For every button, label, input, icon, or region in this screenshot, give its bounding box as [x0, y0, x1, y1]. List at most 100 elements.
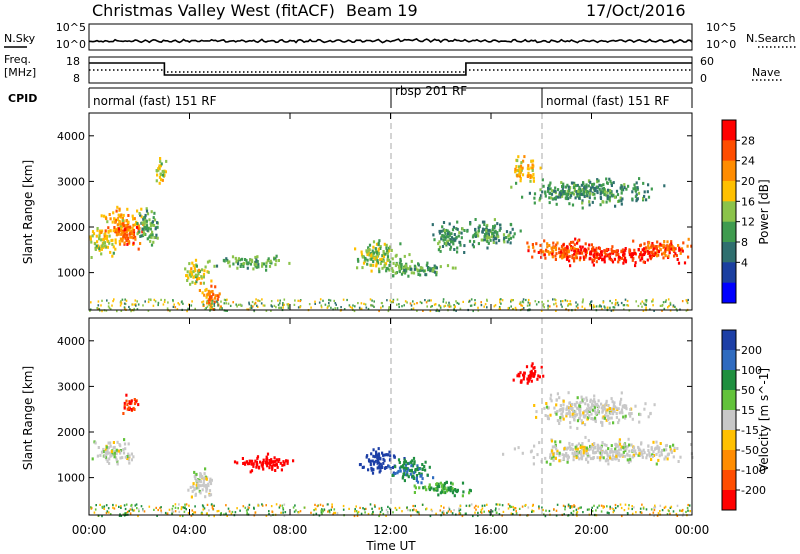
scatter-cell [592, 263, 595, 267]
scatter-cell [421, 477, 424, 481]
scatter-cell [562, 403, 565, 407]
near-range-cell [531, 504, 534, 507]
scatter-cell [554, 440, 557, 444]
scatter-cell [398, 261, 401, 265]
scatter-cell [559, 195, 562, 199]
near-range-cell [590, 300, 593, 303]
near-range-cell [191, 300, 193, 303]
scatter-cell [397, 458, 401, 462]
near-range-cell [545, 509, 547, 512]
scatter-cell [210, 478, 213, 482]
scatter-cell [548, 201, 551, 205]
near-range-cell [600, 305, 602, 308]
scatter-cell [189, 485, 192, 489]
scatter-cell [620, 249, 623, 253]
near-range-cell [453, 307, 455, 310]
scatter-cell [567, 391, 570, 395]
scatter-cell [583, 195, 586, 198]
scatter-cell [502, 452, 505, 456]
near-range-cell [483, 510, 485, 513]
near-range-cell [328, 511, 331, 514]
scatter-cell [105, 453, 108, 457]
scatter-cell [107, 446, 110, 450]
near-range-cell [273, 304, 276, 307]
scatter-cell [132, 455, 135, 459]
near-range-cell [430, 299, 432, 302]
scatter-cell [536, 377, 539, 381]
near-range-cell [162, 303, 165, 306]
scatter-cell [441, 245, 445, 248]
scatter-cell [128, 454, 131, 458]
near-range-cell [382, 305, 384, 308]
scatter-cell [640, 255, 643, 259]
scatter-cell [120, 232, 123, 236]
scatter-cell [647, 244, 650, 248]
scatter-cell [369, 263, 372, 267]
scatter-cell [655, 452, 658, 456]
near-range-cell [265, 504, 267, 507]
near-range-cell [313, 509, 315, 512]
near-range-cell [101, 299, 103, 302]
near-range-cell [97, 300, 100, 303]
scatter-cell [395, 271, 398, 275]
scatter-cell [115, 209, 118, 213]
scatter-cell [519, 371, 522, 375]
scatter-cell [533, 249, 536, 253]
near-range-cell [216, 301, 219, 304]
near-range-cell [205, 307, 207, 310]
scatter-cell [255, 258, 258, 262]
scatter-cell [200, 275, 203, 279]
near-range-cell [572, 510, 575, 513]
scatter-cell [509, 241, 512, 245]
near-range-cell [206, 300, 208, 303]
scatter-cell [588, 191, 592, 195]
scatter-cell [599, 195, 602, 199]
scatter-cell [410, 464, 413, 468]
near-range-cell [90, 301, 92, 304]
near-range-cell [248, 301, 250, 304]
scatter-cell [453, 233, 456, 236]
scatter-cell [617, 421, 620, 425]
scatter-cell [468, 491, 471, 495]
near-range-cell [512, 508, 515, 511]
near-range-cell [275, 306, 277, 309]
scatter-cell [618, 411, 621, 415]
scatter-cell [547, 186, 550, 190]
scatter-cell [551, 248, 554, 252]
near-range-cell [159, 506, 161, 510]
near-range-cell [378, 309, 380, 313]
colorbar-tick-label: 50 [741, 384, 755, 397]
scatter-cell [643, 260, 646, 264]
scatter-cell [186, 274, 189, 278]
scatter-cell [573, 247, 576, 251]
scatter-cell [128, 461, 131, 465]
near-range-cell [147, 300, 150, 304]
near-range-cell [97, 304, 100, 307]
scatter-cell [148, 235, 151, 239]
scatter-cell [413, 491, 416, 494]
scatter-cell [141, 221, 144, 225]
scatter-cell [155, 169, 158, 172]
scatter-cell [162, 173, 165, 177]
scatter-cell [588, 414, 591, 418]
scatter-cell [111, 242, 114, 246]
scatter-cell [451, 228, 455, 232]
scatter-cell [416, 466, 419, 470]
scatter-cell [112, 245, 115, 249]
near-range-cell [251, 300, 254, 304]
scatter-cell [446, 264, 450, 268]
scatter-cell [206, 476, 209, 480]
near-range-cell [416, 309, 418, 312]
scatter-cell [477, 234, 480, 238]
near-range-cell [617, 304, 620, 307]
near-range-cell [645, 300, 648, 303]
near-range-cell [382, 512, 385, 516]
near-range-cell [446, 511, 448, 514]
near-range-cell [275, 503, 278, 506]
scatter-cell [374, 459, 377, 463]
scatter-cell [398, 461, 401, 464]
scatter-cell [558, 396, 561, 400]
scatter-cell [661, 252, 664, 256]
near-range-cell [481, 504, 484, 507]
scatter-cell [594, 411, 597, 415]
